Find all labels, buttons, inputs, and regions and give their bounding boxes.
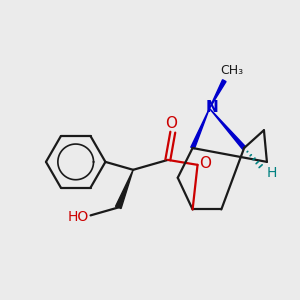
Text: O: O [165, 116, 177, 131]
Polygon shape [209, 80, 226, 108]
Text: H: H [267, 166, 277, 180]
Text: CH₃: CH₃ [221, 64, 244, 77]
Polygon shape [191, 108, 209, 149]
Text: N: N [206, 100, 219, 115]
Polygon shape [116, 170, 133, 208]
Text: HO: HO [68, 210, 89, 224]
Polygon shape [209, 108, 246, 149]
Text: O: O [200, 156, 211, 171]
